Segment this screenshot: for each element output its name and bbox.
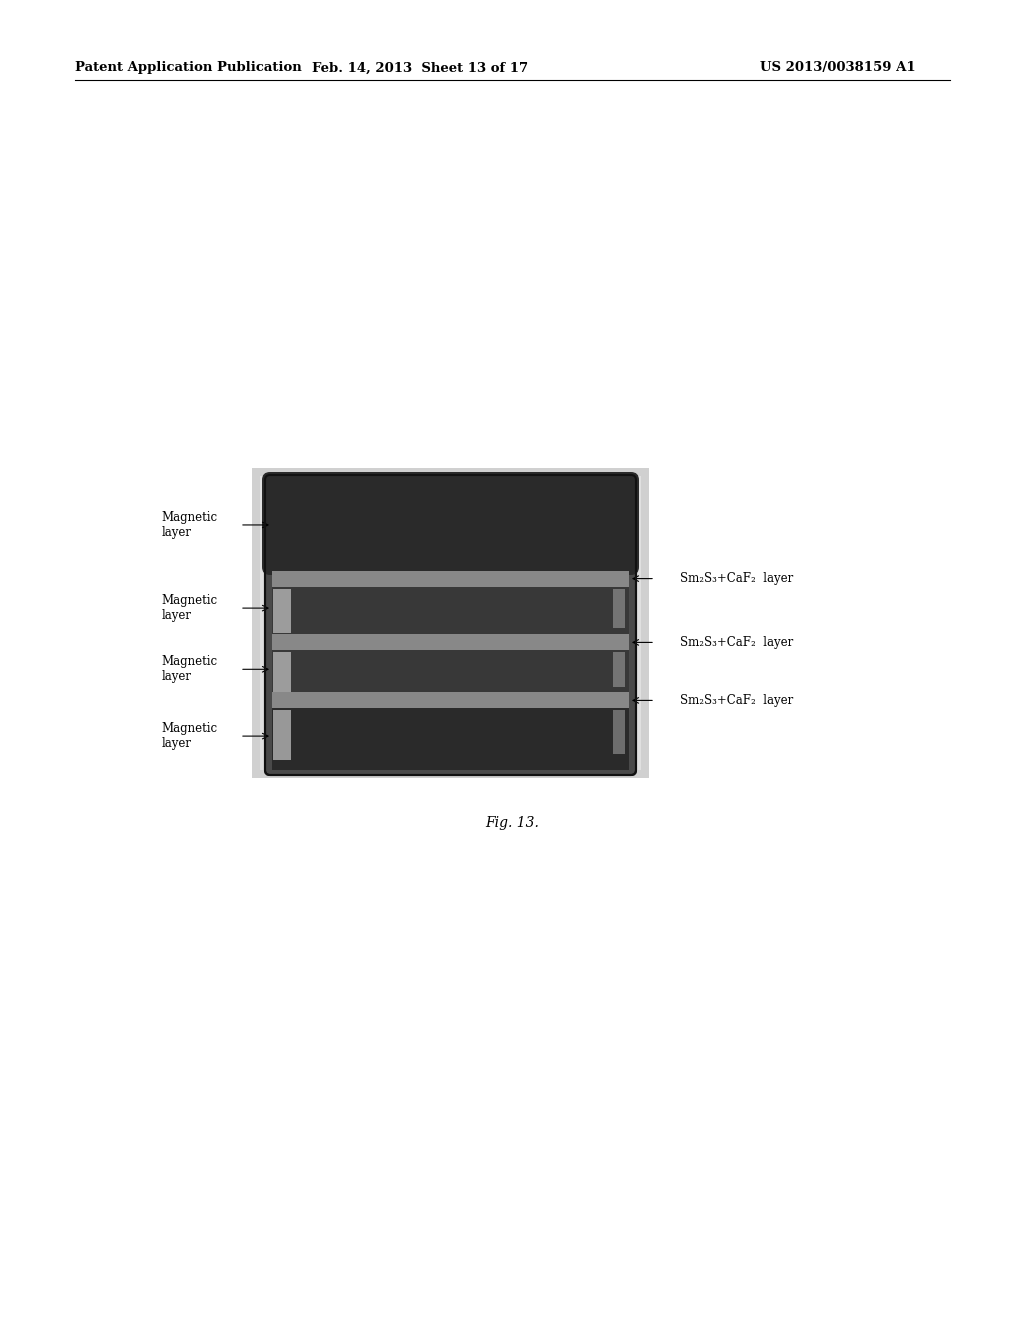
- Text: Magnetic
layer: Magnetic layer: [162, 511, 218, 539]
- Bar: [252, 469, 649, 777]
- Text: Magnetic
layer: Magnetic layer: [162, 722, 218, 750]
- Text: Sm₂S₃+CaF₂  layer: Sm₂S₃+CaF₂ layer: [680, 636, 794, 649]
- Text: Magnetic
layer: Magnetic layer: [162, 594, 218, 622]
- FancyBboxPatch shape: [265, 475, 636, 775]
- Text: Magnetic
layer: Magnetic layer: [162, 655, 218, 684]
- Bar: [272, 635, 629, 651]
- Bar: [272, 651, 629, 693]
- Text: Fig. 13.: Fig. 13.: [485, 816, 539, 830]
- Bar: [260, 477, 641, 770]
- Text: Patent Application Publication: Patent Application Publication: [75, 62, 302, 74]
- FancyBboxPatch shape: [262, 473, 639, 576]
- Text: Feb. 14, 2013  Sheet 13 of 17: Feb. 14, 2013 Sheet 13 of 17: [312, 62, 528, 74]
- Bar: [272, 693, 629, 709]
- Bar: [272, 709, 629, 770]
- Text: Sm₂S₃+CaF₂  layer: Sm₂S₃+CaF₂ layer: [680, 694, 794, 708]
- Bar: [613, 589, 625, 627]
- Bar: [613, 652, 625, 688]
- Bar: [613, 710, 625, 754]
- Bar: [273, 652, 291, 693]
- Bar: [273, 710, 291, 760]
- Text: US 2013/0038159 A1: US 2013/0038159 A1: [760, 62, 915, 74]
- Bar: [273, 589, 291, 634]
- Bar: [272, 586, 629, 635]
- Text: Sm₂S₃+CaF₂  layer: Sm₂S₃+CaF₂ layer: [680, 572, 794, 585]
- Bar: [272, 570, 629, 586]
